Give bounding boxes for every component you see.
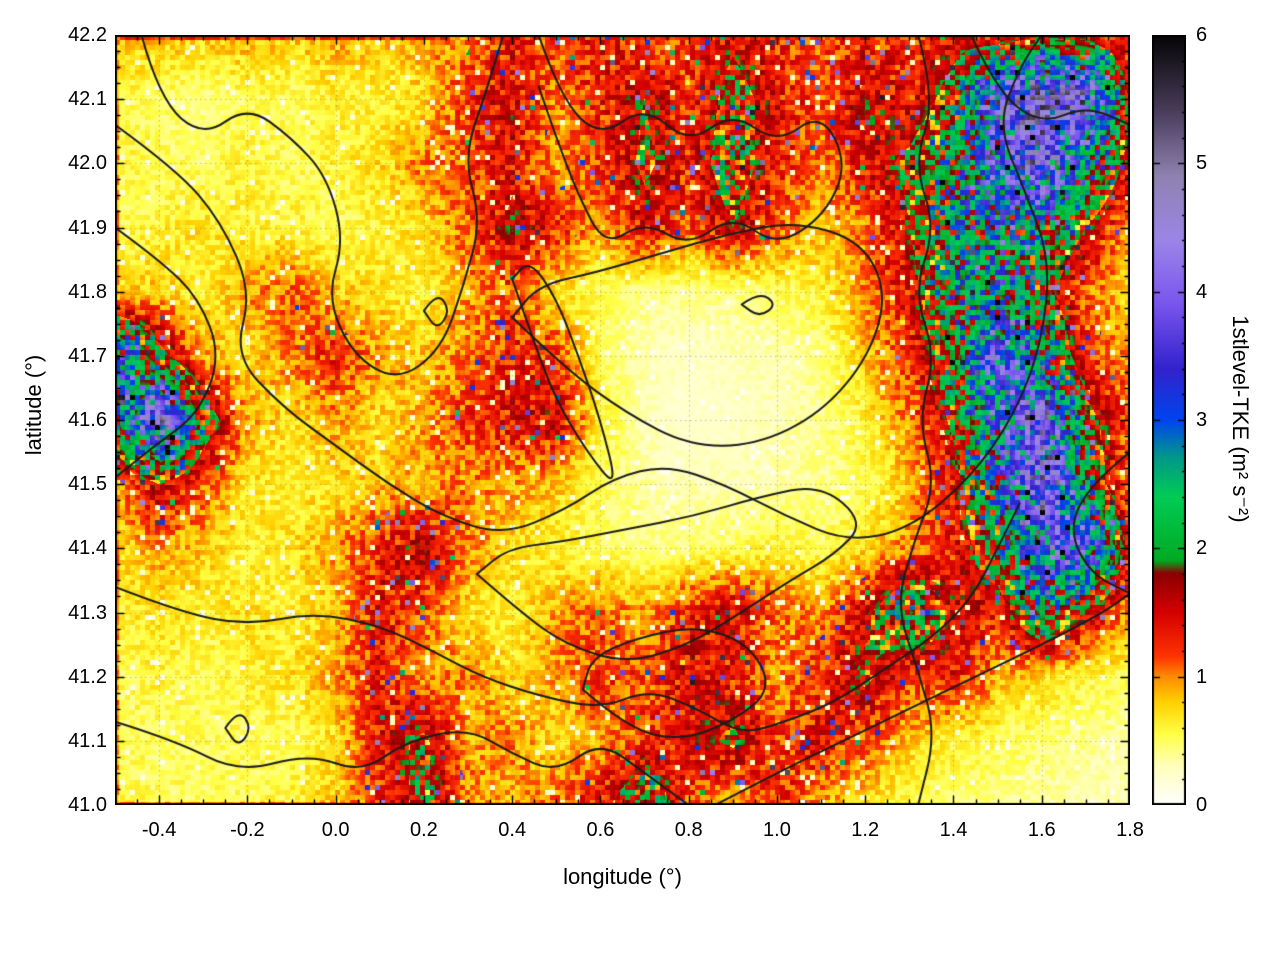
y-tick-label: 41.8: [68, 280, 107, 303]
y-tick-label: 41.9: [68, 216, 107, 239]
y-tick-label: 41.4: [68, 537, 107, 560]
colorbar-tick-label: 0: [1196, 794, 1208, 816]
colorbar-tick-label: 2: [1196, 537, 1208, 560]
colorbar-label: 1stlevel-TKE (m² s⁻²): [1228, 315, 1253, 523]
x-tick-label: 1.4: [939, 819, 968, 841]
colorbar-tick-label: 5: [1196, 152, 1208, 175]
colorbar-tick-label: 6: [1196, 24, 1208, 46]
x-tick-label: 0.8: [674, 819, 703, 841]
x-tick-label: 1.8: [1116, 819, 1144, 841]
y-tick-label: 41.5: [68, 473, 107, 496]
colorbar-canvas: [1152, 35, 1186, 805]
colorbar-tick-label: 4: [1196, 280, 1208, 303]
x-tick-label: 0.6: [586, 819, 615, 841]
y-tick-label: 41.7: [68, 344, 107, 367]
x-tick-label: 0.4: [498, 819, 527, 841]
y-tick-label: 42.0: [68, 152, 107, 175]
x-tick-label: -0.2: [230, 819, 265, 841]
y-tick-label: 41.0: [68, 794, 107, 816]
x-axis-label: longitude (°): [563, 864, 682, 889]
y-tick-label: 42.1: [68, 88, 107, 111]
y-tick-label: 41.2: [68, 665, 107, 688]
colorbar-tick-label: 3: [1196, 409, 1208, 431]
y-tick-label: 41.1: [68, 729, 107, 752]
y-tick-label: 41.6: [68, 409, 107, 431]
x-tick-label: -0.4: [141, 819, 177, 841]
y-tick-label: 42.2: [68, 24, 107, 46]
colorbar-tick-label: 1: [1196, 665, 1208, 688]
y-tick-label: 41.3: [68, 601, 107, 624]
x-tick-label: 1.2: [851, 819, 880, 841]
x-tick-label: 0.0: [321, 819, 350, 841]
x-tick-label: 0.2: [410, 819, 438, 841]
x-tick-label: 1.0: [763, 819, 791, 841]
heatmap-canvas: [115, 35, 1130, 805]
x-tick-label: 1.6: [1027, 819, 1056, 841]
